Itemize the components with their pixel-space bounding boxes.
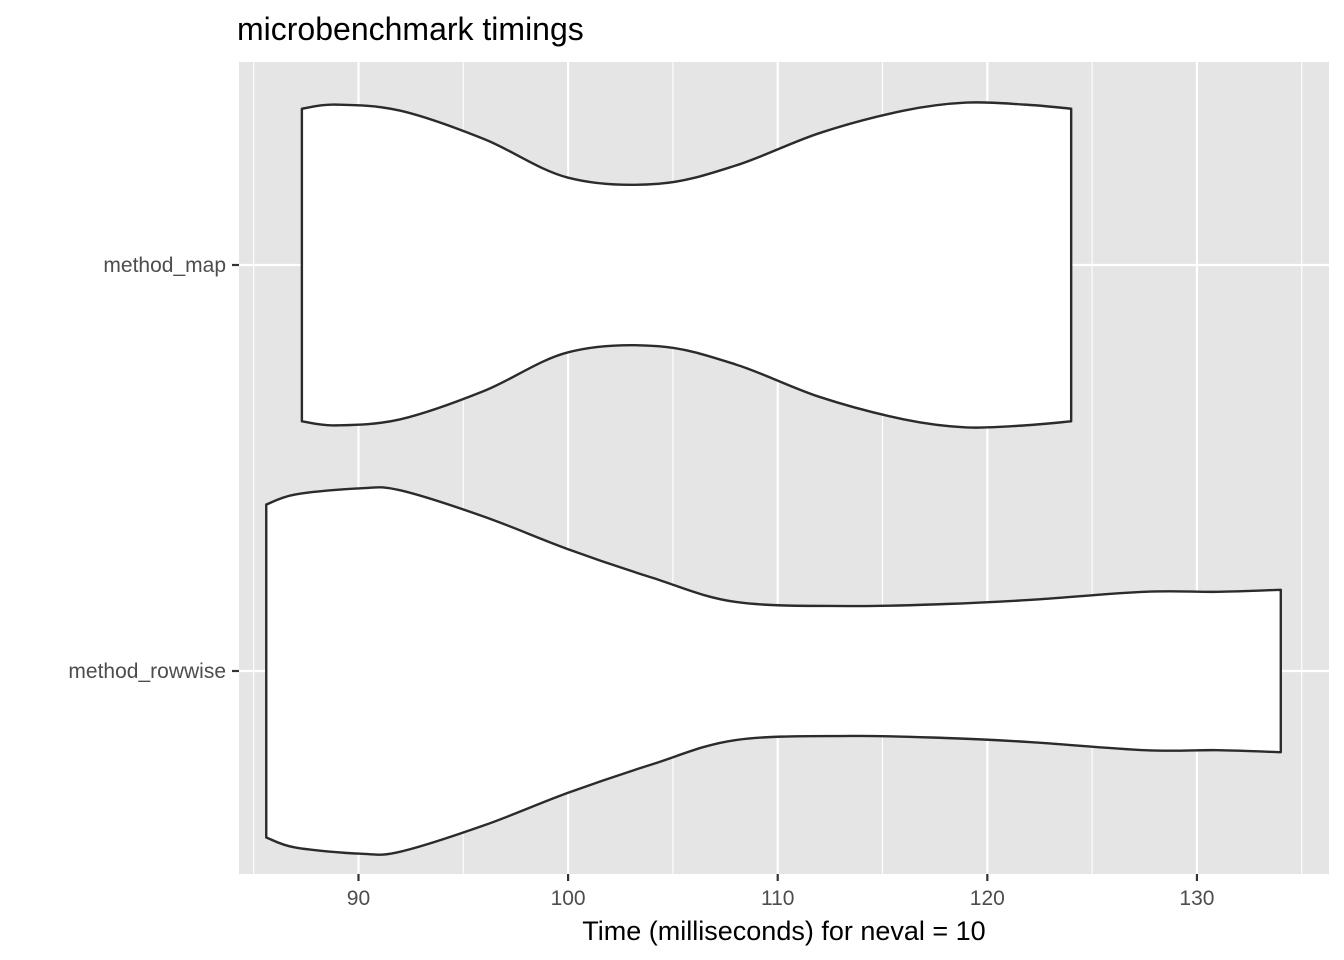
x-tick-label-3: 120 [970,887,1005,910]
x-tick-label-0: 90 [347,887,370,910]
chart-title: microbenchmark timings [237,11,584,47]
x-axis-title: Time (milliseconds) for neval = 10 [582,916,985,946]
x-tick-label-2: 110 [761,887,794,910]
y-axis: method_map method_rowwise [68,254,239,683]
x-axis: 90 100 110 120 130 [347,874,1214,910]
violin-method-rowwise [265,486,1282,856]
y-tick-label-0: method_map [103,254,226,277]
y-tick-label-1: method_rowwise [68,660,226,683]
violin-method-map [300,101,1073,429]
x-tick-label-1: 100 [551,887,586,910]
violins [265,101,1282,856]
x-tick-label-4: 130 [1179,887,1214,910]
